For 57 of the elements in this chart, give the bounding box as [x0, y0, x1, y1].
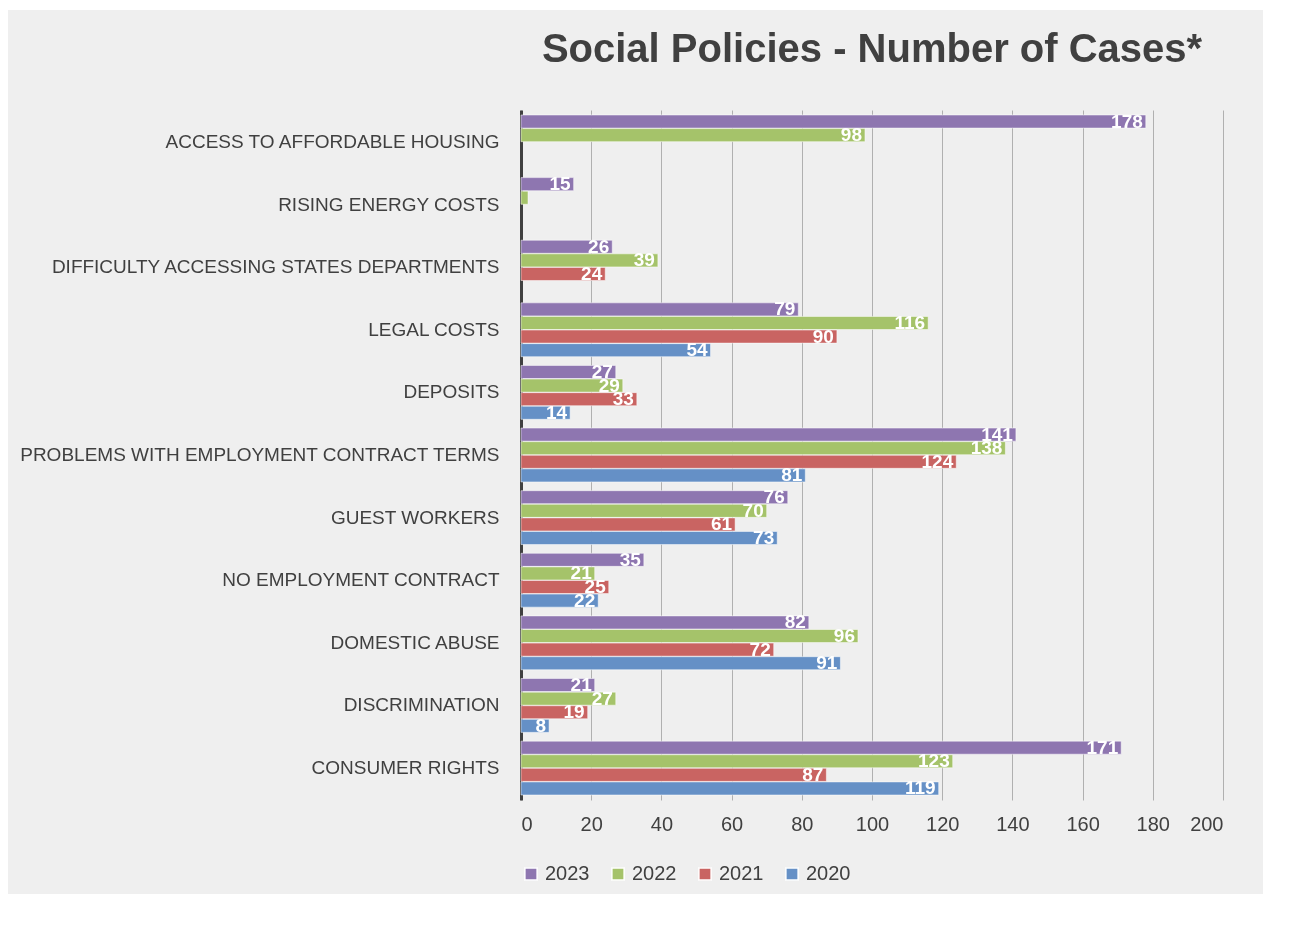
- legend-label: 2020: [806, 862, 851, 884]
- y-tick-label: CONSUMER RIGHTS: [311, 757, 500, 779]
- data-label: 90: [812, 325, 834, 347]
- data-label: 39: [633, 249, 655, 271]
- data-label: 14: [546, 401, 568, 423]
- data-label: 98: [840, 124, 862, 146]
- x-tick-label: 20: [580, 812, 603, 835]
- data-label: 72: [749, 638, 771, 660]
- x-tick-label: 60: [720, 812, 744, 835]
- x-tick-label: 160: [1066, 812, 1100, 835]
- legend-label: 2022: [632, 862, 677, 884]
- legend-label: 2021: [719, 862, 764, 884]
- data-label: 81: [781, 464, 803, 486]
- data-label: 26: [588, 235, 610, 257]
- y-tick-label: ACCESS TO AFFORDABLE HOUSING: [165, 130, 500, 152]
- x-tick-label: 100: [855, 812, 890, 835]
- y-tick-label: LEGAL COSTS: [368, 318, 500, 340]
- data-label: 119: [905, 777, 936, 799]
- data-label: 82: [784, 611, 806, 633]
- data-label: 19: [563, 701, 585, 723]
- x-tick-label: 200: [1190, 812, 1224, 835]
- data-label: 171: [1086, 736, 1119, 758]
- data-label: 21: [570, 674, 593, 696]
- data-label: 73: [753, 527, 775, 549]
- x-tick-label: 140: [996, 812, 1030, 835]
- data-label: 178: [1111, 110, 1143, 132]
- data-label: 35: [619, 548, 642, 570]
- data-label: 116: [894, 311, 926, 333]
- data-label: 76: [763, 486, 785, 508]
- x-tick-label: 120: [926, 812, 960, 835]
- data-label: 79: [774, 298, 796, 320]
- x-tick-label: 0: [521, 812, 533, 835]
- y-tick-label: DISCRIMINATION: [343, 694, 500, 716]
- data-label: 24: [581, 262, 603, 284]
- chart-title: Social Policies - Number of Cases*: [541, 26, 1203, 70]
- data-label: 123: [918, 750, 950, 772]
- y-tick-label: GUEST WORKERS: [330, 506, 500, 528]
- legend-label: 2023: [545, 862, 590, 884]
- y-tick-label: NO EMPLOYMENT CONTRACT: [222, 569, 500, 591]
- data-label: 54: [686, 339, 708, 361]
- data-label: 70: [742, 499, 764, 521]
- y-tick-label: RISING ENERGY COSTS: [278, 193, 500, 215]
- data-label: 15: [549, 173, 572, 195]
- data-label: 61: [710, 513, 733, 535]
- data-label: 96: [833, 625, 855, 647]
- data-label: 91: [816, 652, 838, 674]
- x-tick-label: 180: [1136, 812, 1170, 835]
- x-tick-label: 40: [650, 812, 674, 835]
- data-label: 124: [921, 450, 954, 472]
- data-label: 8: [535, 714, 547, 736]
- data-label: 27: [591, 687, 613, 709]
- data-label: 87: [802, 763, 824, 785]
- x-tick-label: 80: [791, 812, 814, 835]
- y-tick-label: DOMESTIC ABUSE: [330, 631, 500, 653]
- y-tick-label: DIFFICULTY ACCESSING STATES DEPARTMENTS: [51, 256, 500, 278]
- y-tick-label: DEPOSITS: [403, 381, 500, 403]
- y-tick-label: PROBLEMS WITH EMPLOYMENT CONTRACT TERMS: [20, 444, 500, 465]
